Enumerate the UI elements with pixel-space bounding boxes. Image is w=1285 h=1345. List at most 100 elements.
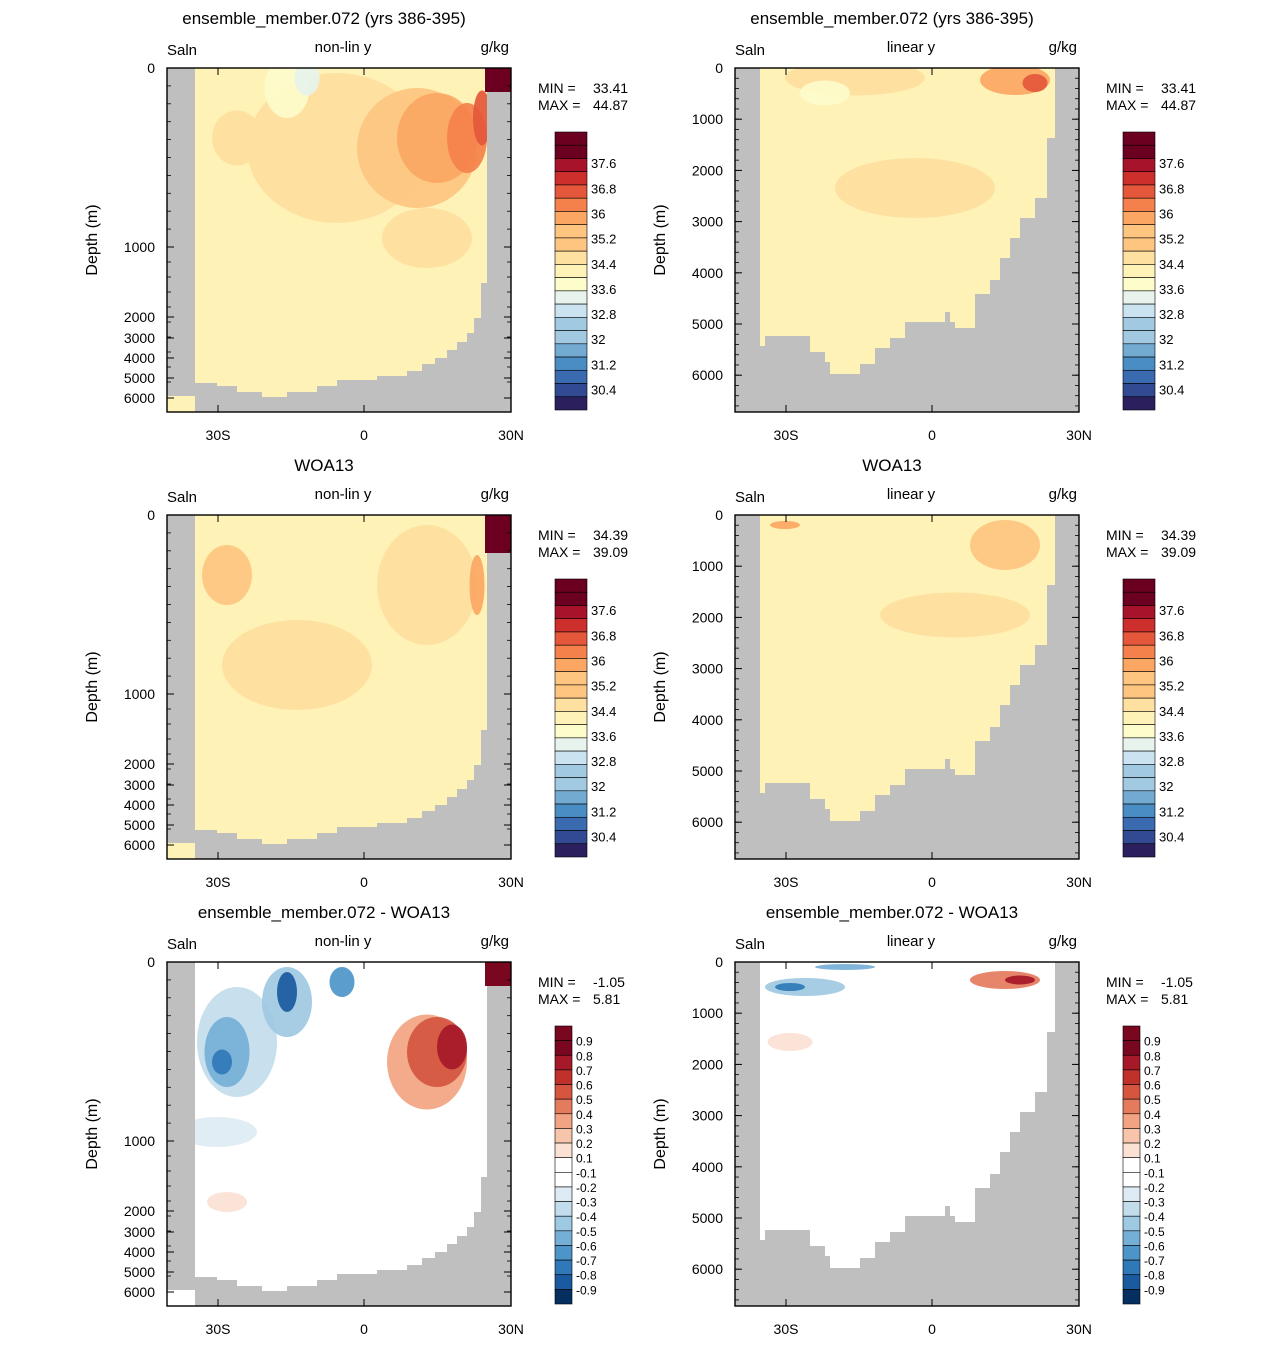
land-mask [317,386,337,412]
x-tick-label: 0 [928,874,936,890]
max-label: MAX = [538,97,580,113]
colorbar-label: 32.8 [591,307,616,322]
colorbar-bin [554,737,588,752]
colorbar-bin [1122,816,1156,831]
land-mask [377,376,407,412]
land-mask [945,759,950,859]
variable-label: Saln [735,42,765,59]
colorbar-label: 33.6 [1159,729,1184,744]
colorbar-bin [554,343,588,358]
land-mask [990,1174,1000,1306]
plot-frame [166,961,512,1307]
land-mask [481,283,487,412]
contour-region [880,592,1030,638]
land-mask [810,352,825,412]
max-value: 39.09 [1161,544,1196,560]
min-value: 34.39 [593,527,628,543]
colorbar-bin [1122,290,1156,305]
contour-region [775,983,805,991]
y-axis-label: Depth (m) [652,204,669,275]
colorbar-label: -0.4 [576,1210,597,1224]
panel-title: WOA13 [862,456,922,475]
land-mask [950,1216,955,1306]
colorbar-label: -0.2 [1144,1181,1165,1195]
x-tick-label: 30N [498,1321,524,1337]
y-tick-label: 5000 [124,1264,155,1280]
colorbar-bin [554,1215,573,1232]
colorbar-label: 35.2 [591,679,616,694]
units-label: g/kg [481,933,509,950]
colorbar-label: 31.2 [1159,804,1184,819]
panel-p2: 0 1000 2000 3000 4000 5000 6000 30S 0 30N ensemble… [652,9,1196,443]
min-label: MIN = [1106,80,1144,96]
land-mask [765,336,810,412]
colorbar-bin [554,184,588,199]
y-tick-label: 3000 [124,777,155,793]
colorbar-label: 35.2 [1159,679,1184,694]
y-tick-label: 6000 [124,1284,155,1300]
colorbar-bin [1122,356,1156,371]
colorbar-bin [554,290,588,305]
land-mask [467,780,474,859]
colorbar-bin [1122,277,1156,292]
land-mask [262,1291,287,1306]
panel-p1: 0 1000 2000 3000 4000 5000 6000 30S 0 30N ensemble… [84,9,628,443]
land-mask [875,1242,890,1306]
plot-frame [734,67,1080,413]
y-tick-label: 0 [147,60,155,76]
y-tick-label: 2000 [124,1203,155,1219]
colorbar-bin [554,697,588,712]
max-label: MAX = [1106,544,1148,560]
colorbar-bin [554,144,588,159]
land-mask [905,769,945,859]
contour-region [469,555,485,615]
colorbar-label: 34.4 [591,257,616,272]
contour-region [835,158,995,218]
y-tick-label: 3000 [692,214,723,230]
land-mask [435,358,447,412]
colorbar-bin [1122,1274,1141,1290]
colorbar-bin [554,1098,573,1115]
units-label: g/kg [1049,39,1077,56]
colorbar-bin [1122,724,1156,739]
colorbar-bin [554,303,588,318]
y-tick-label: 4000 [124,350,155,366]
colorbar-bin [554,1245,573,1261]
colorbar-bin [1122,264,1156,278]
colorbar-label: 37.6 [591,156,616,171]
contour-region [202,545,252,605]
scale-label: linear y [887,933,936,950]
plot-frame [734,961,1080,1307]
variable-label: Saln [167,936,197,953]
colorbar-label: -0.1 [1144,1166,1165,1180]
y-axis-label: Depth (m) [84,204,101,275]
min-value: 33.41 [1161,80,1196,96]
land-mask [447,1244,457,1306]
land-mask [457,789,467,859]
colorbar-bin [554,671,588,686]
colorbar-label: 0.2 [1144,1137,1161,1151]
land-mask [1010,1132,1020,1306]
colorbar-bin [1122,1157,1141,1173]
y-tick-label: 2000 [124,309,155,325]
colorbar: 0.90.80.70.60.50.40.30.20.1-0.1-0.2-0.3-… [1122,1025,1165,1305]
units-label: g/kg [481,39,509,56]
land-mask [457,1236,467,1306]
land-mask [467,333,474,412]
colorbar-bin [1122,343,1156,358]
units-label: g/kg [1049,486,1077,503]
land-mask [830,821,860,859]
colorbar-bin [1122,1259,1141,1276]
colorbar-bin [554,790,588,805]
colorbar-bin [1122,1040,1141,1056]
land-mask [422,811,435,859]
y-tick-label: 2000 [692,609,723,625]
x-tick-label: 0 [928,1321,936,1337]
land-mask [317,1280,337,1306]
panel-p3: 0 1000 2000 3000 4000 5000 6000 30S 0 30N WOA13 Sal… [84,456,628,890]
scale-label: linear y [887,39,936,56]
colorbar-bin [554,658,588,672]
colorbar-bin [1122,777,1156,792]
x-tick-label: 30S [774,1321,799,1337]
colorbar-label: 36 [1159,653,1173,668]
